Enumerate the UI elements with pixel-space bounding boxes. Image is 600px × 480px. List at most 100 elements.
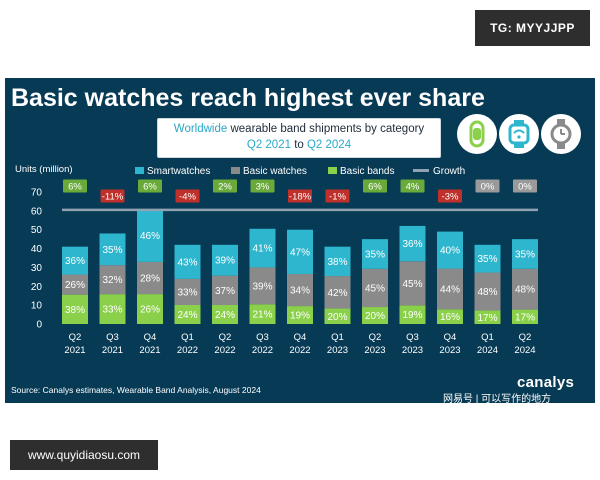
- growth-badge: [100, 189, 125, 203]
- bar-data-label: 16%: [440, 312, 460, 323]
- x-tick-quarter: Q2: [369, 332, 382, 343]
- bar-data-label: 26%: [65, 280, 85, 291]
- subtitle-end: Q2 2024: [306, 139, 352, 151]
- bar-data-label: 28%: [140, 273, 160, 284]
- growth-label: 0%: [518, 182, 532, 193]
- growth-badge: [213, 179, 237, 193]
- bar-data-label: 20%: [327, 312, 347, 323]
- bar-segment-basic-bands: [212, 304, 238, 324]
- x-tick-year: 2021: [102, 345, 123, 356]
- x-tick-year: 2021: [64, 345, 85, 356]
- x-axis: Q2 2021 Q3 2021 Q4 2021 Q1 2022 Q2 2022 Q3 2022 Q4 20…: [64, 332, 535, 356]
- brand-logo: canalys: [517, 374, 575, 391]
- bar-data-label: 41%: [252, 244, 272, 255]
- bar-data-label: 36%: [402, 239, 422, 250]
- bar-data-label: 36%: [65, 256, 85, 267]
- bar-data-label: 39%: [252, 281, 272, 292]
- x-tick-year: 2022: [289, 345, 310, 356]
- bar-segment-basic-bands: [437, 309, 463, 324]
- bar-data-label: 17%: [515, 312, 535, 323]
- bar-segment-smartwatches: [399, 225, 426, 262]
- x-tick-quarter: Q1: [331, 332, 344, 343]
- growth-badge: [513, 179, 537, 193]
- bar-data-label: 46%: [140, 231, 160, 242]
- chart-panel: Basic watches reach highest ever share W…: [5, 78, 595, 403]
- growth-badge: [63, 179, 87, 193]
- bar-data-label: 44%: [440, 284, 460, 295]
- bar-data-label: 35%: [102, 245, 122, 256]
- growth-badge: [438, 189, 462, 203]
- x-tick-quarter: Q3: [106, 332, 119, 343]
- bar-data-label: 42%: [327, 288, 347, 299]
- bar-data-label: 45%: [402, 279, 422, 290]
- bar-data-label: 35%: [477, 254, 497, 265]
- growth-badge: [288, 189, 312, 203]
- bar-segment-basic-bands: [362, 307, 388, 324]
- x-tick-quarter: Q1: [181, 332, 194, 343]
- subtitle-text: wearable band shipments by category: [227, 123, 425, 135]
- bar-data-label: 20%: [365, 311, 385, 322]
- bar-segment-basic-watches: [324, 276, 351, 309]
- bar-data-label: 33%: [102, 305, 122, 316]
- x-tick-year: 2024: [514, 345, 535, 356]
- growth-badge: [400, 179, 425, 193]
- bar-segment-smartwatches: [474, 244, 501, 273]
- x-tick-year: 2023: [439, 345, 460, 356]
- bar-data-label: 45%: [365, 283, 385, 294]
- bar-segment-basic-watches: [249, 267, 276, 305]
- x-tick-quarter: Q4: [294, 332, 307, 343]
- legend: Smartwatches Basic watches Basic bands Grow…: [135, 166, 465, 177]
- growth-label: 6%: [143, 182, 157, 193]
- bar-segment-basic-watches: [512, 268, 538, 310]
- y-tick-label: 60: [31, 206, 43, 217]
- brand-chinese: 网易号 | 可以写作的地方: [443, 394, 552, 403]
- chart-title: Basic watches reach highest ever share: [11, 84, 485, 112]
- x-tick-year: 2024: [477, 345, 498, 356]
- x-tick-year: 2023: [402, 345, 423, 356]
- growth-label: -3%: [442, 192, 459, 203]
- bar-data-label: 33%: [177, 287, 197, 298]
- growth-label: 6%: [368, 182, 382, 193]
- x-tick-year: 2021: [139, 345, 160, 356]
- growth-series: 6% -11% 6% -4% 2% 3% -18% -1% 6% 4% -3% 0% 0%: [62, 179, 538, 212]
- bar-segment-basic-watches: [99, 265, 126, 295]
- bar-segment-smartwatches: [212, 244, 238, 276]
- bar-data-label: 32%: [102, 275, 122, 286]
- y-tick-label: 30: [31, 263, 43, 274]
- legend-label: Basic bands: [340, 166, 394, 177]
- x-tick-quarter: Q4: [444, 332, 457, 343]
- growth-label: -11%: [102, 192, 124, 203]
- growth-badge: [325, 189, 350, 203]
- legend-label: Growth: [433, 166, 465, 177]
- x-tick-year: 2022: [177, 345, 198, 356]
- bar-segment-smartwatches: [512, 239, 538, 269]
- growth-label: -1%: [329, 192, 346, 203]
- bar-data-label: 19%: [402, 310, 422, 321]
- basic-watch-icon: [541, 114, 581, 154]
- growth-label: 0%: [481, 182, 495, 193]
- subtitle-region: Worldwide: [173, 123, 228, 135]
- y-axis-label: Units (million): [15, 164, 73, 175]
- bar-data-label: 39%: [215, 256, 235, 267]
- growth-label: -4%: [179, 192, 196, 203]
- growth-badge: [250, 179, 275, 193]
- y-tick-label: 50: [31, 225, 43, 236]
- growth-label: 2%: [218, 182, 232, 193]
- x-tick-quarter: Q4: [144, 332, 157, 343]
- bar-segment-smartwatches: [137, 208, 163, 262]
- bar-segment-smartwatches: [174, 244, 201, 279]
- bar-segment-smartwatches: [62, 246, 88, 275]
- legend-label: Smartwatches: [147, 166, 210, 177]
- y-axis: Units (million) 0 10 20 30 40 50 60 70: [15, 164, 73, 331]
- bar-data-label: 38%: [65, 305, 85, 316]
- bar-data-label: 38%: [327, 257, 347, 268]
- bar-segment-basic-watches: [474, 272, 501, 311]
- bar-data-label: 35%: [515, 249, 535, 260]
- watermark-top: TG: MYYJJPP: [475, 10, 590, 46]
- bar-segment-smartwatches: [437, 231, 463, 269]
- x-tick-year: 2022: [214, 345, 235, 356]
- bar-segment-basic-bands: [249, 304, 276, 324]
- fitness-band-icon: [457, 114, 497, 154]
- bar-segment-smartwatches: [324, 246, 351, 277]
- bar-segment-smartwatches: [287, 229, 313, 275]
